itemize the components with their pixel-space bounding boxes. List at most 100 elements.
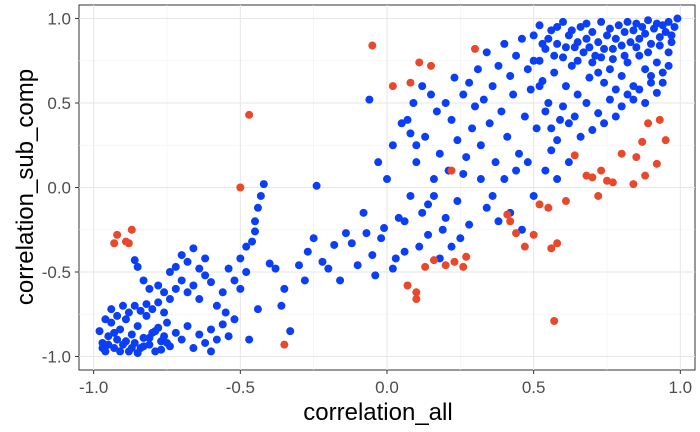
red-point <box>652 159 661 168</box>
red-point <box>280 340 289 349</box>
blue-point <box>230 315 239 324</box>
blue-point <box>218 320 227 329</box>
blue-point <box>133 322 142 331</box>
blue-point <box>582 19 591 28</box>
blue-point <box>664 48 673 57</box>
blue-point <box>638 22 647 31</box>
blue-point <box>623 17 632 26</box>
blue-point <box>418 82 427 91</box>
blue-point <box>488 82 497 91</box>
blue-point <box>359 208 368 217</box>
blue-point <box>647 71 655 80</box>
blue-point <box>617 102 626 111</box>
blue-point <box>655 33 664 42</box>
blue-point <box>623 90 632 99</box>
blue-point <box>661 28 670 37</box>
blue-point <box>171 328 180 337</box>
blue-point <box>163 338 171 347</box>
red-point <box>608 178 617 187</box>
blue-point <box>459 169 468 178</box>
blue-point <box>641 65 650 74</box>
blue-point <box>101 315 110 324</box>
blue-point <box>391 254 400 263</box>
blue-point <box>324 264 333 273</box>
blue-point <box>667 31 676 40</box>
blue-point <box>535 21 544 30</box>
blue-point <box>468 124 477 133</box>
blue-point <box>582 34 591 43</box>
red-point <box>113 230 122 239</box>
blue-point <box>476 141 485 150</box>
blue-point <box>160 288 169 297</box>
red-point <box>638 137 647 146</box>
blue-point <box>471 102 479 111</box>
red-point <box>597 166 606 175</box>
blue-point <box>608 44 617 53</box>
blue-point <box>139 276 148 285</box>
blue-point <box>576 22 585 31</box>
blue-point <box>365 95 374 104</box>
blue-point <box>245 335 254 344</box>
y-tick-label: -1.0 <box>42 347 71 366</box>
red-point <box>412 295 421 304</box>
blue-point <box>441 213 450 222</box>
blue-point <box>136 306 145 315</box>
red-point <box>421 262 430 271</box>
blue-point <box>450 73 459 82</box>
blue-point <box>374 158 383 167</box>
x-tick-label: 0.0 <box>375 378 399 397</box>
blue-point <box>207 325 215 334</box>
blue-point <box>550 68 559 77</box>
red-point <box>415 58 424 67</box>
blue-point <box>253 203 262 212</box>
blue-point <box>113 311 122 320</box>
blue-point <box>195 295 204 304</box>
blue-point <box>119 301 127 310</box>
blue-point <box>177 276 186 285</box>
blue-point <box>318 257 327 266</box>
blue-point <box>588 28 597 37</box>
blue-point <box>412 141 421 150</box>
blue-point <box>127 330 136 339</box>
blue-point <box>509 90 518 99</box>
blue-point <box>658 78 667 87</box>
blue-point <box>567 61 576 70</box>
blue-point <box>556 115 565 124</box>
red-point <box>127 225 136 234</box>
blue-point <box>383 175 391 184</box>
blue-point <box>224 264 233 273</box>
blue-point <box>368 251 377 260</box>
blue-point <box>127 344 136 353</box>
blue-point <box>644 16 653 25</box>
blue-point <box>673 14 682 23</box>
red-point <box>368 41 377 50</box>
red-point <box>529 230 538 239</box>
blue-point <box>104 340 113 349</box>
blue-point <box>253 305 262 314</box>
red-point <box>450 257 459 266</box>
blue-point <box>277 301 286 310</box>
blue-point <box>605 65 614 74</box>
blue-point <box>617 41 626 50</box>
blue-point <box>212 301 221 310</box>
blue-point <box>664 17 673 26</box>
blue-point <box>652 58 661 67</box>
blue-point <box>221 308 230 317</box>
blue-point <box>403 115 412 124</box>
blue-point <box>520 112 529 121</box>
blue-point <box>171 284 180 293</box>
blue-point <box>371 271 380 280</box>
blue-point <box>189 281 198 290</box>
red-point <box>447 166 456 175</box>
blue-point <box>594 38 603 47</box>
blue-point <box>632 43 641 52</box>
x-tick-label: 0.5 <box>522 378 546 397</box>
red-point <box>661 136 670 145</box>
blue-point <box>104 332 113 341</box>
blue-point <box>163 318 171 327</box>
blue-point <box>535 82 544 91</box>
red-point <box>412 288 421 297</box>
x-tick-label: -1.0 <box>79 378 108 397</box>
blue-point <box>256 191 265 200</box>
blue-point <box>500 175 509 184</box>
